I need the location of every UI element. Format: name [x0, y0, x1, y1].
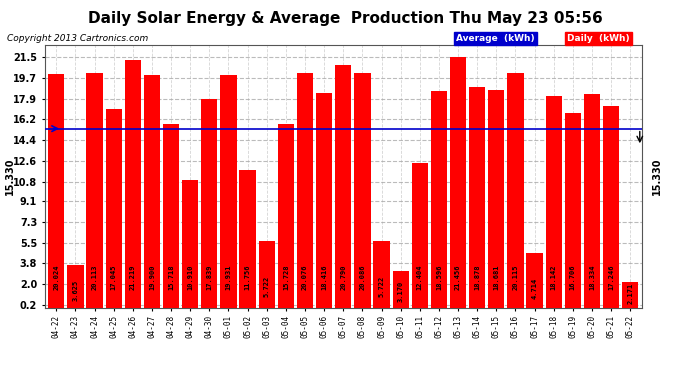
- Text: 20.115: 20.115: [513, 264, 518, 290]
- Bar: [182, 180, 198, 308]
- Bar: [316, 93, 333, 308]
- Text: 20.086: 20.086: [359, 264, 366, 290]
- Text: 15.330: 15.330: [652, 158, 662, 195]
- Bar: [564, 112, 581, 308]
- Bar: [393, 270, 408, 308]
- Bar: [603, 106, 619, 307]
- Bar: [144, 75, 160, 308]
- Text: 15.718: 15.718: [168, 264, 174, 290]
- Text: 5.722: 5.722: [264, 276, 270, 297]
- Text: 17.045: 17.045: [110, 264, 117, 290]
- Bar: [526, 252, 543, 308]
- Text: 20.790: 20.790: [340, 264, 346, 290]
- Text: 19.931: 19.931: [226, 264, 232, 290]
- Text: 18.878: 18.878: [474, 264, 480, 290]
- Text: 15.728: 15.728: [283, 264, 289, 290]
- Text: 4.714: 4.714: [531, 278, 538, 299]
- Text: 3.625: 3.625: [72, 280, 79, 301]
- Text: 18.681: 18.681: [493, 264, 500, 290]
- Text: 20.076: 20.076: [302, 264, 308, 290]
- Bar: [239, 170, 256, 308]
- Bar: [622, 282, 638, 308]
- Bar: [201, 99, 217, 308]
- Bar: [584, 94, 600, 308]
- Text: 20.024: 20.024: [53, 264, 59, 290]
- Text: 15.330: 15.330: [6, 158, 15, 195]
- Bar: [354, 73, 371, 308]
- Text: 10.910: 10.910: [187, 264, 193, 290]
- Bar: [373, 241, 390, 308]
- Text: 18.334: 18.334: [589, 264, 595, 290]
- Text: 21.219: 21.219: [130, 264, 136, 290]
- Text: 11.756: 11.756: [245, 264, 250, 290]
- Text: 18.596: 18.596: [436, 264, 442, 290]
- Text: 21.456: 21.456: [455, 264, 461, 290]
- Text: Copyright 2013 Cartronics.com: Copyright 2013 Cartronics.com: [7, 34, 148, 43]
- Bar: [489, 90, 504, 308]
- Bar: [86, 73, 103, 308]
- Bar: [163, 124, 179, 308]
- Bar: [125, 60, 141, 308]
- Text: 18.416: 18.416: [321, 264, 327, 290]
- Bar: [68, 265, 83, 308]
- Text: 17.839: 17.839: [206, 264, 213, 290]
- Bar: [335, 65, 351, 308]
- Bar: [220, 75, 237, 307]
- Text: 16.706: 16.706: [570, 264, 576, 290]
- Text: Daily Solar Energy & Average  Production Thu May 23 05:56: Daily Solar Energy & Average Production …: [88, 11, 602, 26]
- Text: 5.722: 5.722: [379, 276, 384, 297]
- Text: Average  (kWh): Average (kWh): [456, 34, 535, 43]
- Bar: [431, 90, 447, 308]
- Bar: [469, 87, 485, 308]
- Bar: [412, 163, 428, 308]
- Text: 18.142: 18.142: [551, 264, 557, 290]
- Bar: [278, 124, 294, 308]
- Text: 19.900: 19.900: [149, 264, 155, 290]
- Bar: [297, 73, 313, 308]
- Bar: [48, 74, 64, 308]
- Text: 17.246: 17.246: [608, 264, 614, 290]
- Text: 3.170: 3.170: [397, 281, 404, 302]
- Text: Daily  (kWh): Daily (kWh): [567, 34, 630, 43]
- Bar: [450, 57, 466, 308]
- Bar: [546, 96, 562, 308]
- Text: 2.171: 2.171: [627, 282, 633, 304]
- Bar: [106, 109, 122, 308]
- Bar: [507, 73, 524, 308]
- Text: 20.113: 20.113: [92, 264, 97, 290]
- Bar: [259, 241, 275, 308]
- Text: 12.404: 12.404: [417, 264, 423, 290]
